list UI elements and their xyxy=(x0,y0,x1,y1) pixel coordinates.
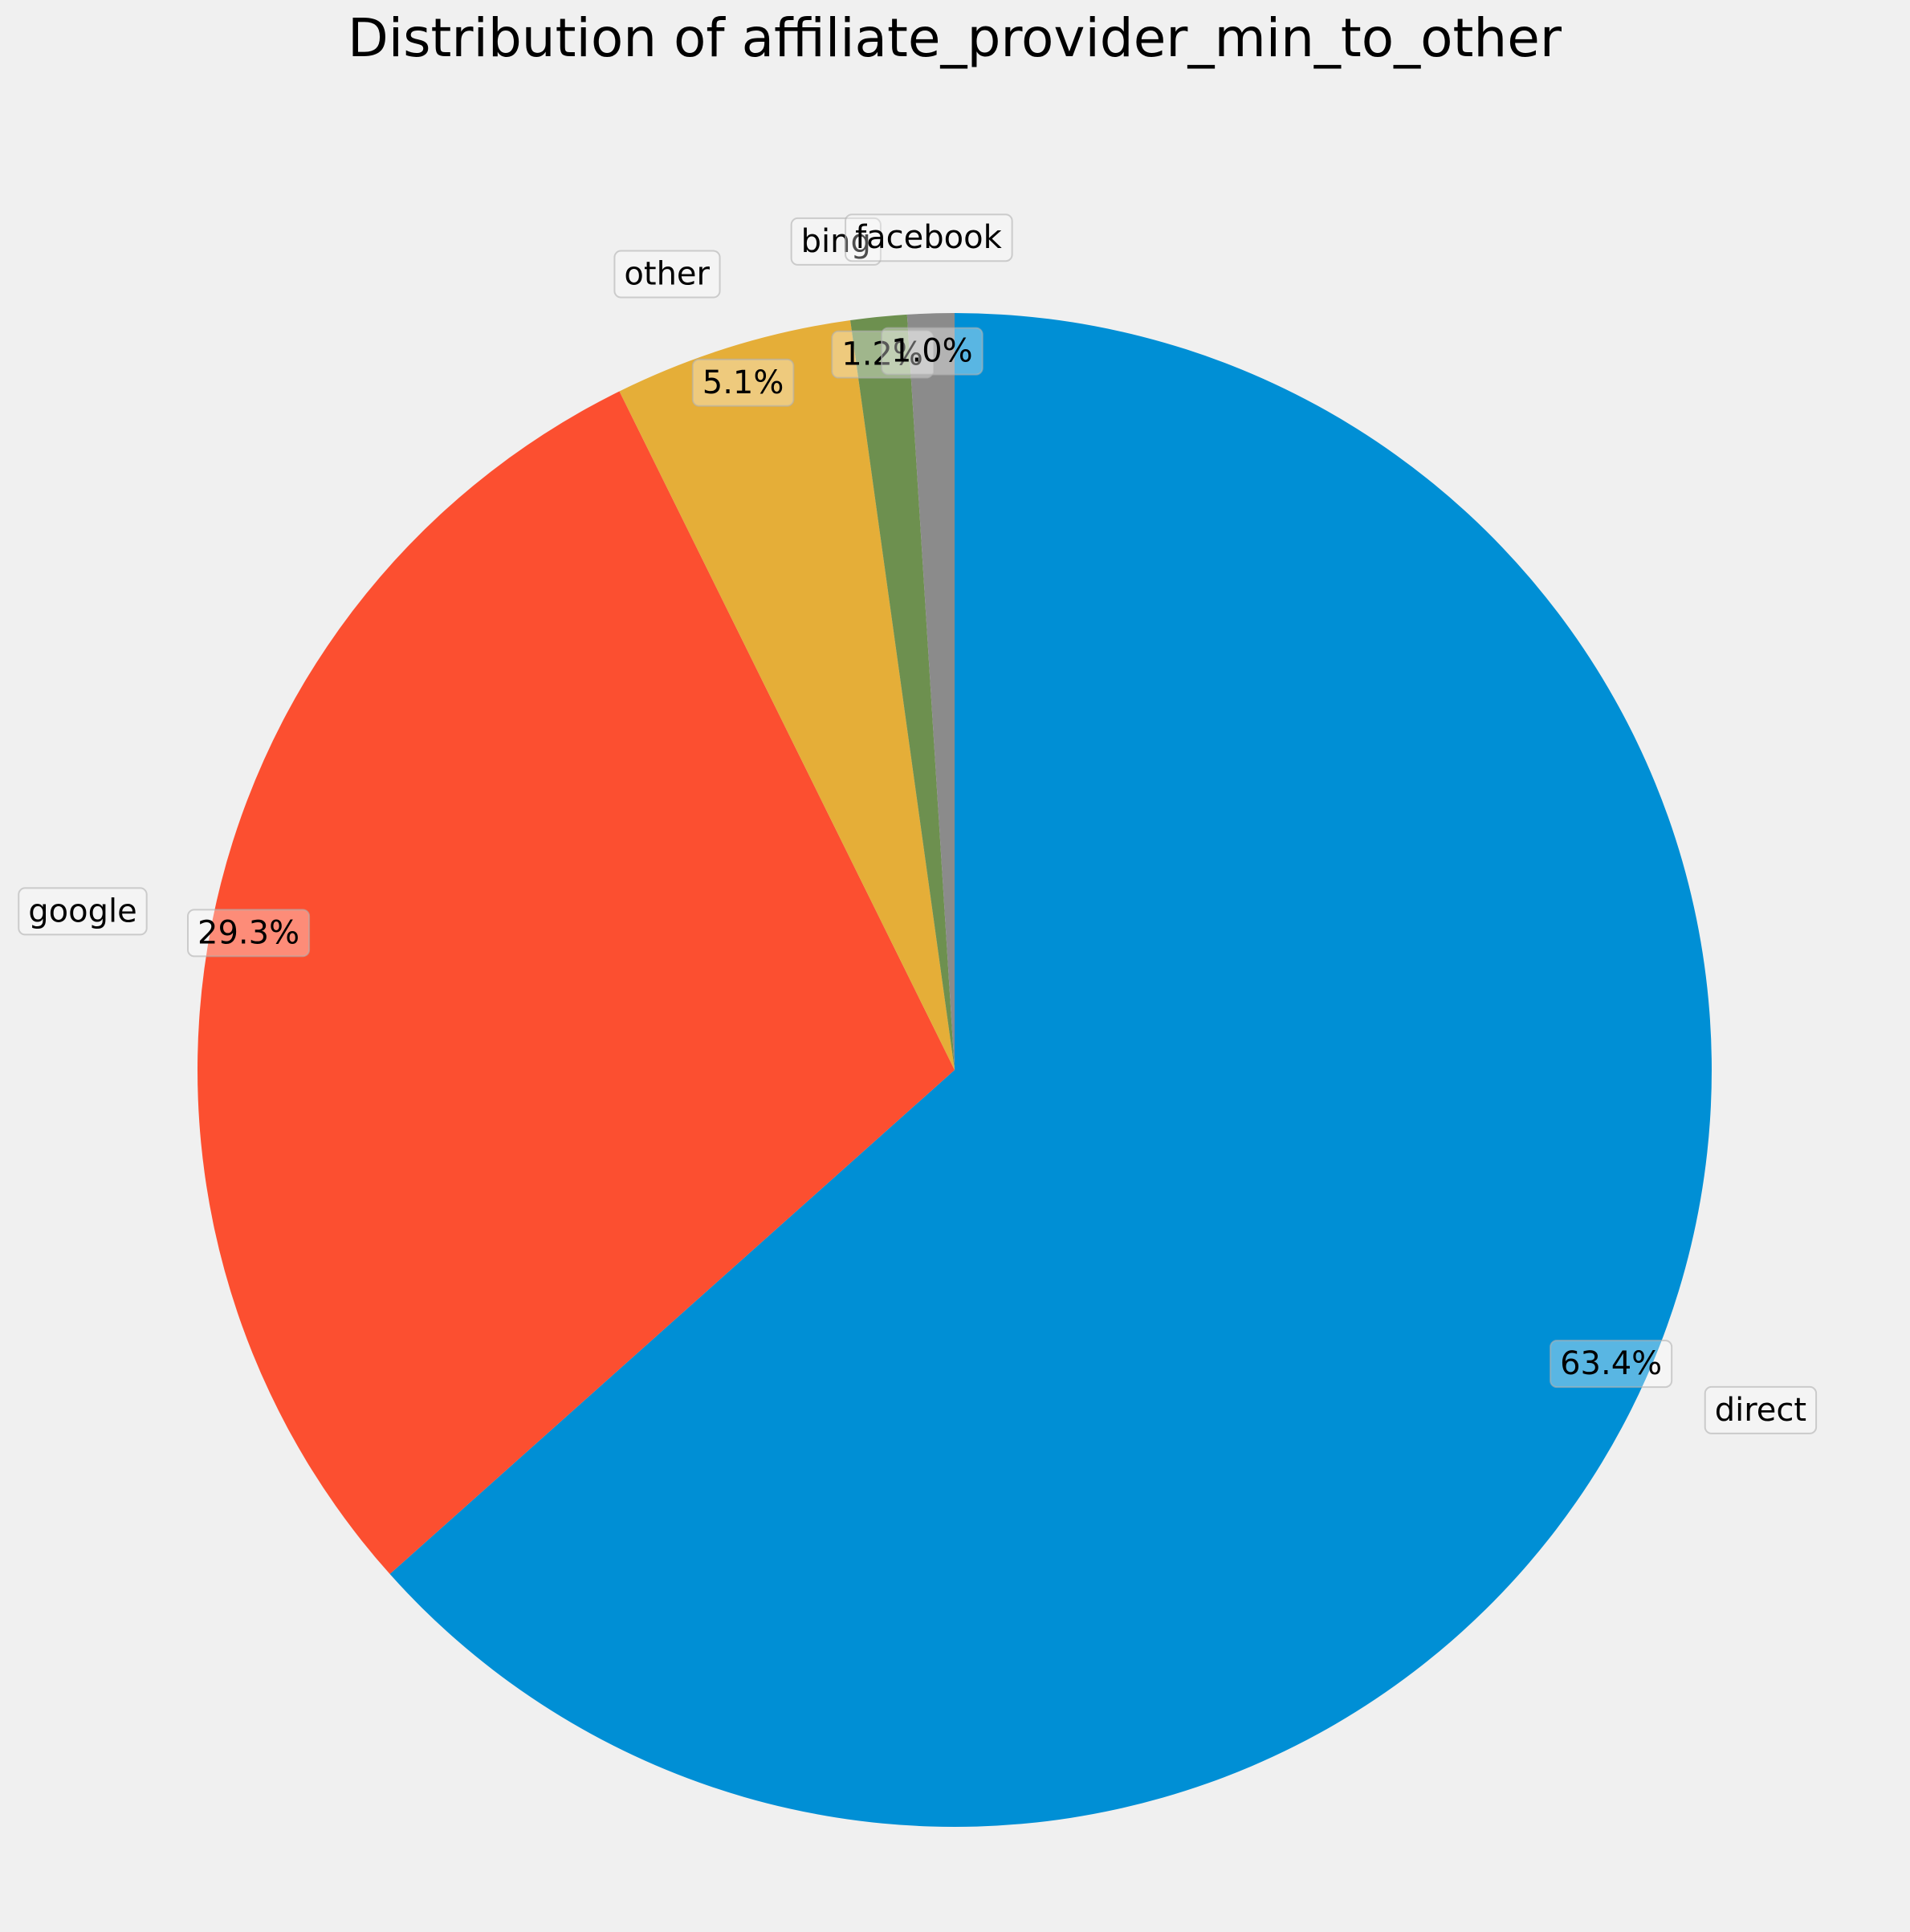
slice-label-bing-box xyxy=(790,217,882,266)
slice-pct-direct-box xyxy=(1550,1340,1673,1389)
slice-label-other-box xyxy=(613,250,721,299)
slice-pct-google: 29.3% xyxy=(198,914,299,951)
slice-pct-facebook: 1.0% xyxy=(891,333,973,370)
slice-label-bing-group: bing xyxy=(790,217,882,266)
pie-slice-direct xyxy=(389,313,1712,1827)
slice-label-other: other xyxy=(624,256,710,293)
pie-slice-other xyxy=(619,319,955,1070)
slice-pct-other: 5.1% xyxy=(703,364,784,401)
slice-pct-bing-group: 1.2% xyxy=(831,330,934,379)
pie-slice-bing xyxy=(850,314,955,1070)
slice-label-facebook-group: facebook xyxy=(845,214,1013,262)
slice-label-bing: bing xyxy=(801,223,871,260)
pie-labels: direct 63.4% google 29.3% other 5.1% bing 1.2% f… xyxy=(18,214,1818,1434)
chart-title: Distribution of affiliate_provider_min_t… xyxy=(348,7,1562,69)
pie-slice-facebook xyxy=(906,313,955,1070)
slice-pct-facebook-box xyxy=(881,327,984,376)
pie-slices xyxy=(197,313,1712,1827)
slice-label-other-group: other xyxy=(613,250,721,299)
slice-pct-google-group: 29.3% xyxy=(187,909,311,958)
slice-pct-direct-group: 63.4% xyxy=(1550,1340,1673,1389)
slice-pct-other-group: 5.1% xyxy=(691,358,795,407)
slice-label-google-group: google xyxy=(18,887,148,936)
slice-label-direct-box xyxy=(1704,1385,1818,1434)
slice-pct-bing: 1.2% xyxy=(841,336,923,373)
slice-label-google: google xyxy=(28,893,136,929)
slice-label-direct-group: direct xyxy=(1704,1385,1818,1434)
slice-label-facebook: facebook xyxy=(855,219,1003,256)
slice-pct-facebook-group: 1.0% xyxy=(881,327,984,376)
pie-slice-google xyxy=(197,391,955,1575)
slice-pct-direct: 63.4% xyxy=(1560,1345,1662,1382)
slice-pct-google-box xyxy=(187,909,311,958)
slice-pct-other-box xyxy=(691,358,795,407)
slice-label-google-box xyxy=(18,887,148,936)
slice-label-direct: direct xyxy=(1715,1392,1806,1429)
slice-label-facebook-box xyxy=(845,214,1013,262)
